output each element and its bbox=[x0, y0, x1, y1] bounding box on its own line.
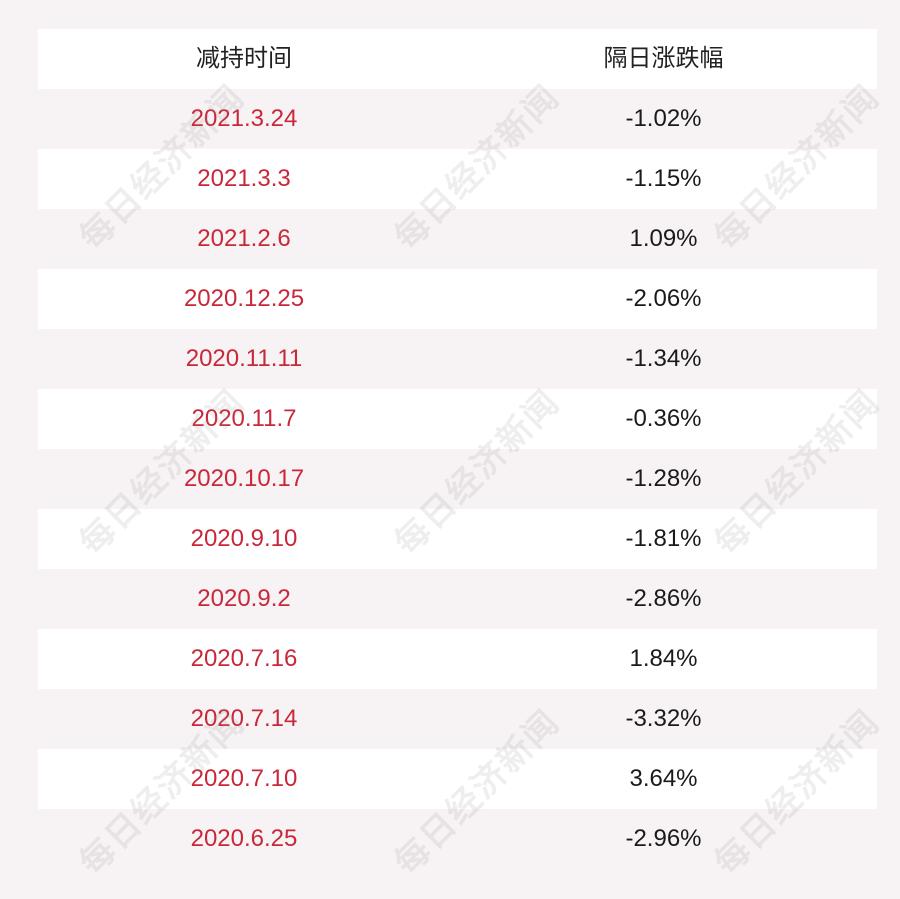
next-day-change: -3.32% bbox=[625, 705, 702, 732]
reduction-date: 2020.11.7 bbox=[191, 405, 297, 432]
header-date: 减持时间 bbox=[196, 45, 292, 72]
table-body: 2021.3.24 -1.02% 2021.3.3 -1.15% 2021.2.6 1.0… bbox=[38, 89, 877, 869]
table-row: 2020.10.17 -1.28% bbox=[38, 449, 877, 509]
reduction-date: 2021.3.3 bbox=[197, 165, 291, 192]
table-row: 2020.6.25 -2.96% bbox=[38, 809, 877, 869]
table-row: 2020.11.7 -0.36% bbox=[38, 389, 877, 449]
reduction-date: 2020.7.10 bbox=[190, 765, 298, 792]
table-row: 2020.12.25 -2.06% bbox=[38, 269, 877, 329]
next-day-change: 3.64% bbox=[629, 765, 698, 792]
reduction-date: 2020.11.11 bbox=[185, 345, 303, 372]
table-row: 2020.7.10 3.64% bbox=[38, 749, 877, 809]
reduction-date: 2021.3.24 bbox=[190, 105, 298, 132]
reduction-date: 2020.12.25 bbox=[183, 285, 305, 312]
next-day-change: -1.34% bbox=[625, 345, 702, 372]
reduction-date: 2020.7.14 bbox=[190, 705, 298, 732]
next-day-change: 1.84% bbox=[629, 645, 698, 672]
next-day-change: 1.09% bbox=[629, 225, 698, 252]
reduction-date: 2020.9.10 bbox=[190, 525, 298, 552]
next-day-change: -0.36% bbox=[625, 405, 702, 432]
next-day-change: -1.15% bbox=[625, 165, 702, 192]
next-day-change: -1.28% bbox=[625, 465, 702, 492]
table-row: 2020.11.11 -1.34% bbox=[38, 329, 877, 389]
next-day-change: -1.02% bbox=[625, 105, 702, 132]
next-day-change: -2.86% bbox=[625, 585, 702, 612]
table-row: 2020.7.16 1.84% bbox=[38, 629, 877, 689]
reduction-date: 2020.9.2 bbox=[197, 585, 291, 612]
next-day-change: -2.06% bbox=[625, 285, 702, 312]
table-row: 2020.9.2 -2.86% bbox=[38, 569, 877, 629]
data-table: 减持时间 隔日涨跌幅 2021.3.24 -1.02% 2021.3.3 -1.15%… bbox=[38, 29, 877, 869]
table-row: 2021.2.6 1.09% bbox=[38, 209, 877, 269]
table-row: 2021.3.24 -1.02% bbox=[38, 89, 877, 149]
reduction-date: 2020.7.16 bbox=[190, 645, 298, 672]
table-row: 2021.3.3 -1.15% bbox=[38, 149, 877, 209]
table-row: 2020.7.14 -3.32% bbox=[38, 689, 877, 749]
next-day-change: -1.81% bbox=[625, 525, 702, 552]
next-day-change: -2.96% bbox=[625, 825, 702, 852]
table-header-row: 减持时间 隔日涨跌幅 bbox=[38, 29, 877, 89]
table-row: 2020.9.10 -1.81% bbox=[38, 509, 877, 569]
reduction-date: 2020.6.25 bbox=[190, 825, 298, 852]
header-change: 隔日涨跌幅 bbox=[603, 45, 724, 72]
reduction-date: 2020.10.17 bbox=[183, 465, 305, 492]
reduction-date: 2021.2.6 bbox=[197, 225, 291, 252]
